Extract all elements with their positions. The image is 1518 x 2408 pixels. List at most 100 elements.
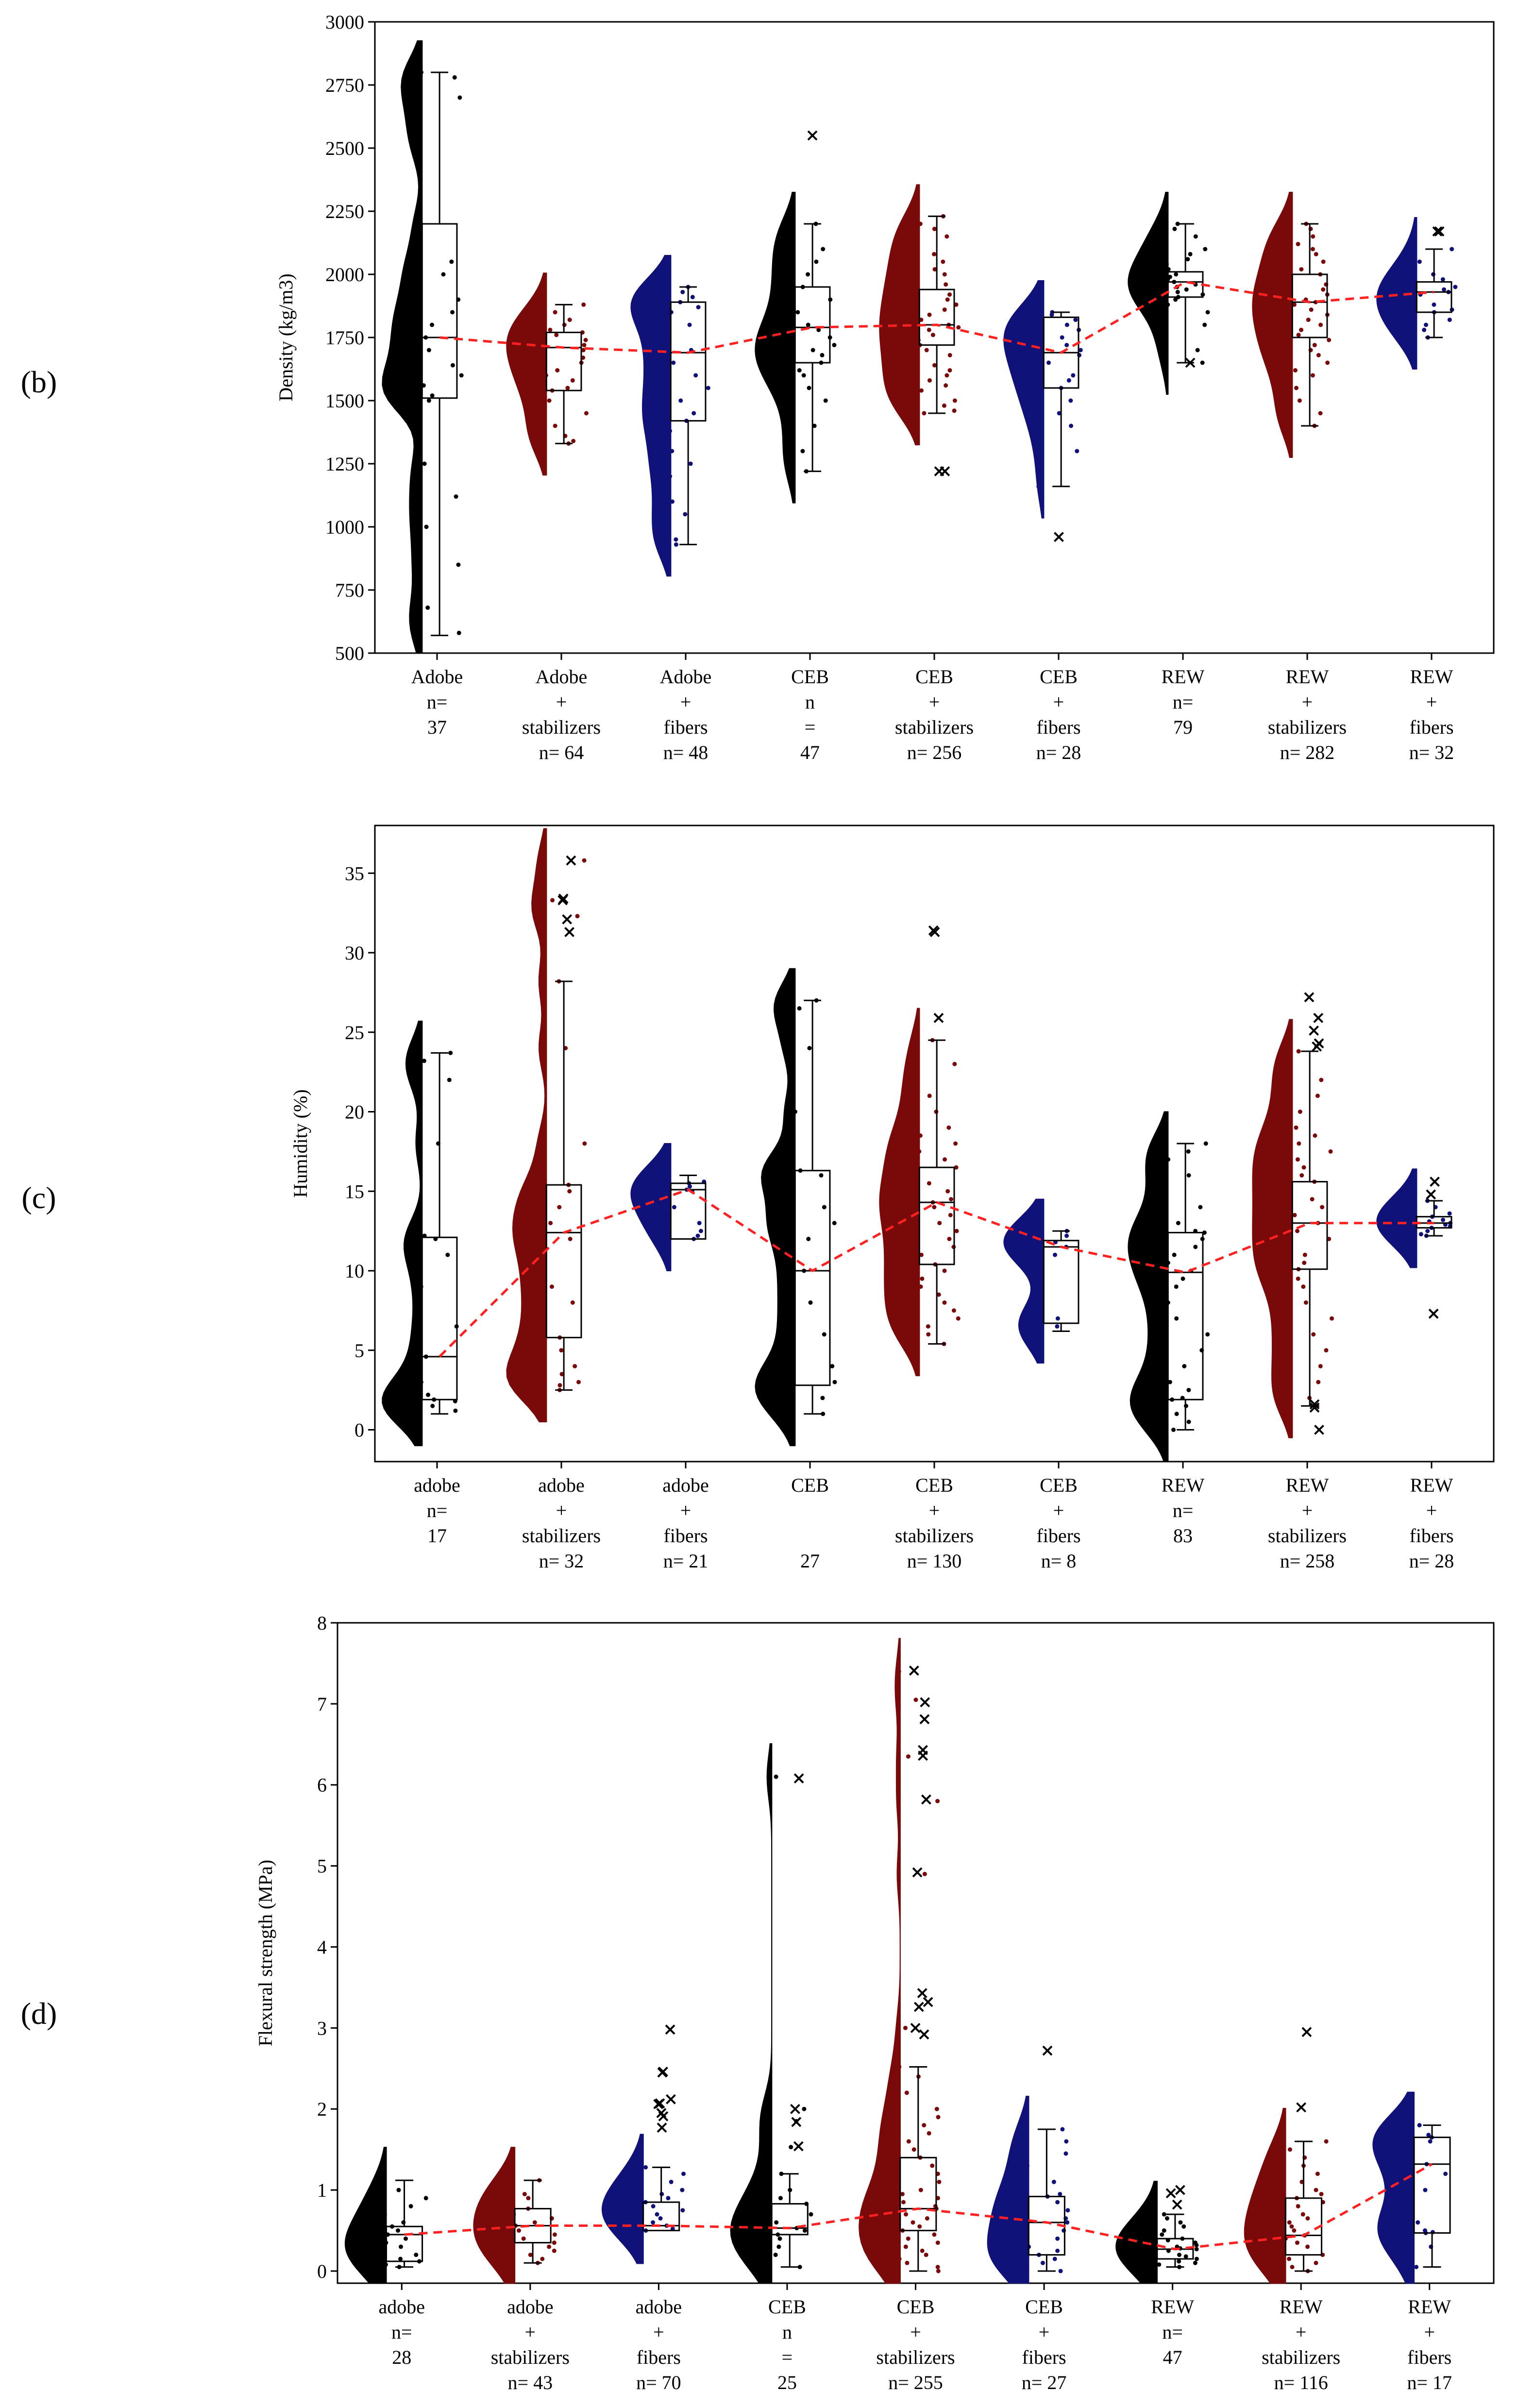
data-point bbox=[655, 2212, 659, 2217]
x-tick-label: 37 bbox=[427, 716, 447, 738]
outlier-marker bbox=[1309, 1402, 1320, 1413]
outlier-stroke bbox=[1304, 992, 1315, 1003]
data-point bbox=[555, 368, 560, 373]
x-tick-label: fibers bbox=[1036, 1525, 1080, 1547]
x-tick-label: + bbox=[556, 691, 567, 713]
data-point bbox=[559, 1372, 564, 1377]
data-point bbox=[1412, 282, 1417, 287]
data-point bbox=[1318, 411, 1323, 416]
data-point bbox=[1447, 318, 1452, 322]
data-point bbox=[696, 305, 701, 310]
data-point bbox=[447, 1078, 452, 1082]
data-point bbox=[1184, 287, 1189, 292]
data-point bbox=[802, 2228, 807, 2233]
data-point bbox=[1298, 1110, 1302, 1114]
data-point bbox=[706, 386, 710, 390]
x-tick-label: n= 70 bbox=[636, 2372, 681, 2393]
x-tick-label: n bbox=[805, 691, 815, 713]
density-cloud bbox=[1003, 1198, 1045, 1364]
data-point bbox=[937, 1221, 942, 1226]
data-point bbox=[1312, 343, 1317, 348]
outlier-stroke bbox=[790, 2104, 800, 2114]
box bbox=[794, 286, 831, 364]
data-point bbox=[1064, 343, 1069, 348]
density-cloud bbox=[382, 1020, 423, 1447]
x-tick-label: adobe bbox=[538, 1474, 585, 1496]
data-point bbox=[1428, 2139, 1433, 2144]
y-tick-label: 750 bbox=[335, 579, 364, 601]
data-point bbox=[552, 2232, 557, 2237]
box bbox=[1291, 273, 1328, 338]
x-tick-label: stabilizers bbox=[522, 1525, 601, 1547]
x-tick-label: 25 bbox=[777, 2372, 797, 2393]
data-point bbox=[951, 1308, 956, 1313]
x-tick-label: REW bbox=[1162, 666, 1205, 688]
data-point bbox=[1069, 423, 1074, 428]
data-point bbox=[917, 1149, 922, 1154]
outlier-stroke bbox=[657, 2067, 668, 2078]
data-point bbox=[1318, 1364, 1323, 1368]
data-point bbox=[948, 1212, 953, 1217]
panel-label-d: (d) bbox=[20, 1996, 57, 2031]
data-point bbox=[1176, 1221, 1181, 1226]
trend-line bbox=[404, 2163, 1433, 2251]
data-point bbox=[949, 1197, 954, 1202]
outlier-marker bbox=[657, 2122, 667, 2133]
density-cloud bbox=[987, 2095, 1029, 2284]
data-point bbox=[927, 1094, 932, 1098]
outlier-marker bbox=[793, 2141, 804, 2152]
data-point bbox=[658, 2216, 663, 2221]
outlier-marker bbox=[1301, 2027, 1312, 2038]
data-point bbox=[1310, 1197, 1315, 1202]
data-point bbox=[777, 2236, 782, 2241]
data-point bbox=[1036, 484, 1041, 489]
data-point bbox=[918, 221, 923, 226]
data-point bbox=[807, 1046, 812, 1050]
box bbox=[545, 1184, 582, 1339]
data-point bbox=[547, 2244, 552, 2249]
data-point bbox=[553, 423, 557, 428]
data-point bbox=[956, 325, 961, 330]
data-point bbox=[548, 327, 553, 332]
x-tick-label: n= 32 bbox=[539, 1550, 584, 1572]
data-point bbox=[954, 1229, 959, 1233]
data-point bbox=[1160, 2232, 1164, 2237]
data-point bbox=[416, 120, 421, 125]
outlier-marker bbox=[657, 2067, 668, 2078]
y-tick-label: 5 bbox=[354, 1340, 364, 1362]
x-tick-label: n bbox=[782, 2321, 792, 2343]
x-tick-label: adobe bbox=[414, 1474, 460, 1496]
data-point bbox=[1313, 1133, 1317, 1138]
outlier-marker bbox=[653, 2099, 664, 2109]
data-point bbox=[1055, 2248, 1060, 2253]
outlier-stroke bbox=[1430, 1177, 1440, 1187]
data-point bbox=[1172, 1252, 1177, 1257]
x-tick-label: n= bbox=[427, 691, 448, 713]
data-point bbox=[678, 398, 683, 403]
data-point bbox=[954, 1165, 959, 1170]
density-cloud bbox=[344, 2147, 387, 2284]
data-point bbox=[453, 1408, 458, 1413]
outlier-stroke bbox=[1296, 2102, 1307, 2113]
x-tick-label: + bbox=[910, 2321, 921, 2343]
x-tick-label: n= 43 bbox=[508, 2372, 553, 2393]
x-tick-label: fibers bbox=[637, 2346, 681, 2368]
data-point bbox=[1194, 2256, 1199, 2261]
data-point bbox=[1205, 1332, 1210, 1337]
data-point bbox=[430, 322, 435, 327]
data-point bbox=[1177, 2259, 1181, 2264]
y-tick-label: 2750 bbox=[325, 74, 364, 96]
density-cloud bbox=[506, 828, 547, 1423]
data-point bbox=[565, 386, 570, 390]
outlier-stroke bbox=[1172, 2199, 1182, 2210]
data-point bbox=[1183, 2254, 1188, 2259]
data-point bbox=[941, 259, 945, 264]
trend-line bbox=[439, 280, 1434, 354]
y-tick-label: 2000 bbox=[325, 264, 364, 286]
data-point bbox=[1330, 1316, 1334, 1321]
data-point bbox=[801, 373, 806, 378]
data-point bbox=[925, 2216, 929, 2221]
data-point bbox=[414, 2253, 419, 2257]
data-point bbox=[1426, 2133, 1431, 2138]
